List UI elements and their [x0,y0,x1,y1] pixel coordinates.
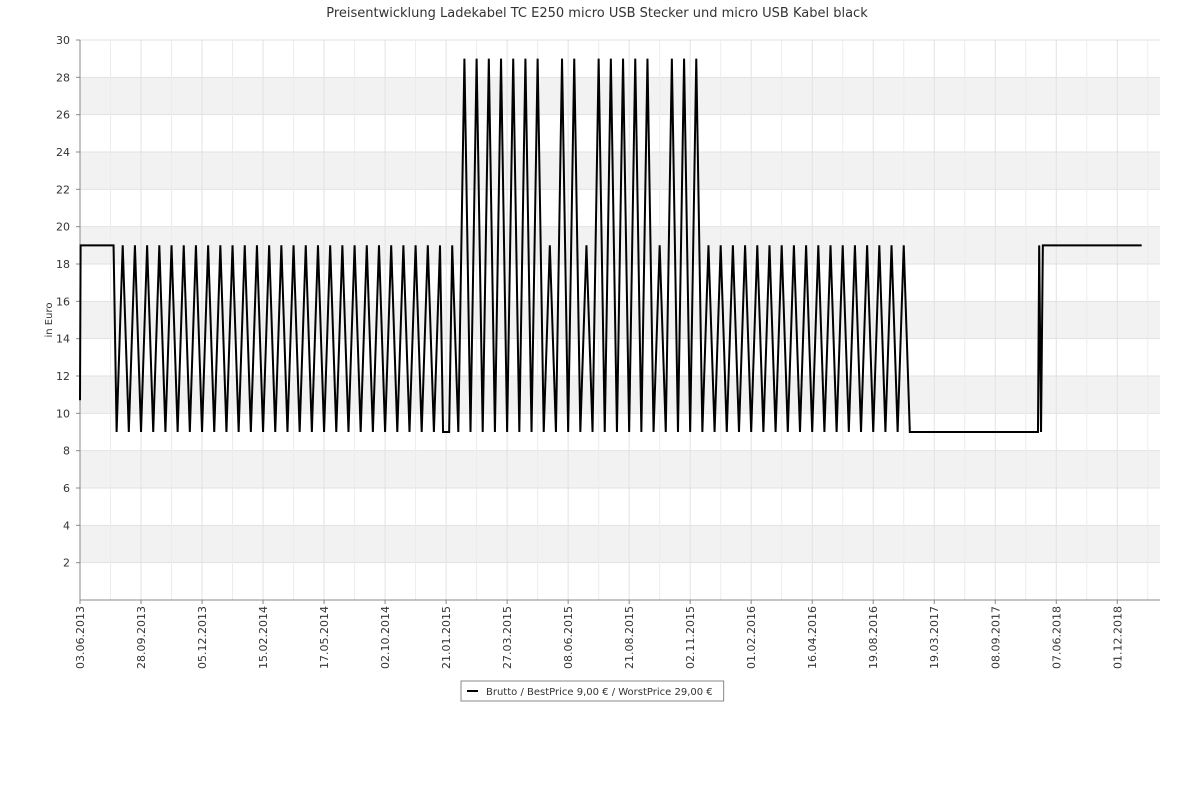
x-tick-label: 27.03.2015 [501,606,514,669]
x-tick-label: 17.05.2014 [318,606,331,669]
y-tick-label: 30 [56,34,70,47]
y-tick-label: 28 [56,71,70,84]
plot-band [80,525,1160,563]
y-axis-label: in Euro [44,303,55,338]
price-line [79,58,1142,433]
plot-band [80,450,1160,488]
y-tick-label: 16 [56,295,70,308]
x-tick-label: 05.12.2013 [196,606,209,669]
chart-title: Preisentwicklung Ladekabel TC E250 micro… [326,6,868,21]
x-tick-label: 08.06.2015 [562,606,575,669]
y-tick-label: 18 [56,258,70,271]
y-tick-label: 10 [56,407,70,420]
x-tick-label: 08.09.2017 [989,606,1002,669]
x-tick-label: 21.08.2015 [623,606,636,669]
y-tick-label: 26 [56,109,70,122]
x-tick-label: 07.06.2018 [1050,606,1063,669]
x-tick-label: 02.10.2014 [379,606,392,669]
legend: Brutto / BestPrice 9,00 € / WorstPrice 2… [460,680,725,702]
y-tick-label: 6 [63,482,70,495]
plot-band [80,152,1160,190]
x-tick-label: 01.02.2016 [745,606,758,669]
plot-band [80,376,1160,414]
x-tick-label: 02.11.2015 [684,606,697,669]
y-tick-label: 4 [63,519,70,532]
x-tick-label: 21.01.2015 [440,606,453,669]
y-tick-label: 24 [56,146,70,159]
x-tick-label: 28.09.2013 [135,606,148,669]
x-tick-label: 19.03.2017 [928,606,941,669]
x-tick-label: 19.08.2016 [867,606,880,669]
x-tick-label: 15.02.2014 [257,606,270,669]
y-tick-label: 8 [63,445,70,458]
y-tick-label: 2 [63,557,70,570]
x-tick-label: 03.06.2013 [74,606,87,669]
x-tick-label: 16.04.2016 [806,606,819,669]
x-tick-label: 01.12.2018 [1111,606,1124,669]
plot-band [80,77,1160,115]
legend-box [460,680,725,702]
y-tick-label: 12 [56,370,70,383]
y-tick-label: 22 [56,183,70,196]
y-tick-label: 20 [56,221,70,234]
legend-label: Brutto / BestPrice 9,00 € / WorstPrice 2… [486,687,713,698]
y-tick-label: 14 [56,333,70,346]
